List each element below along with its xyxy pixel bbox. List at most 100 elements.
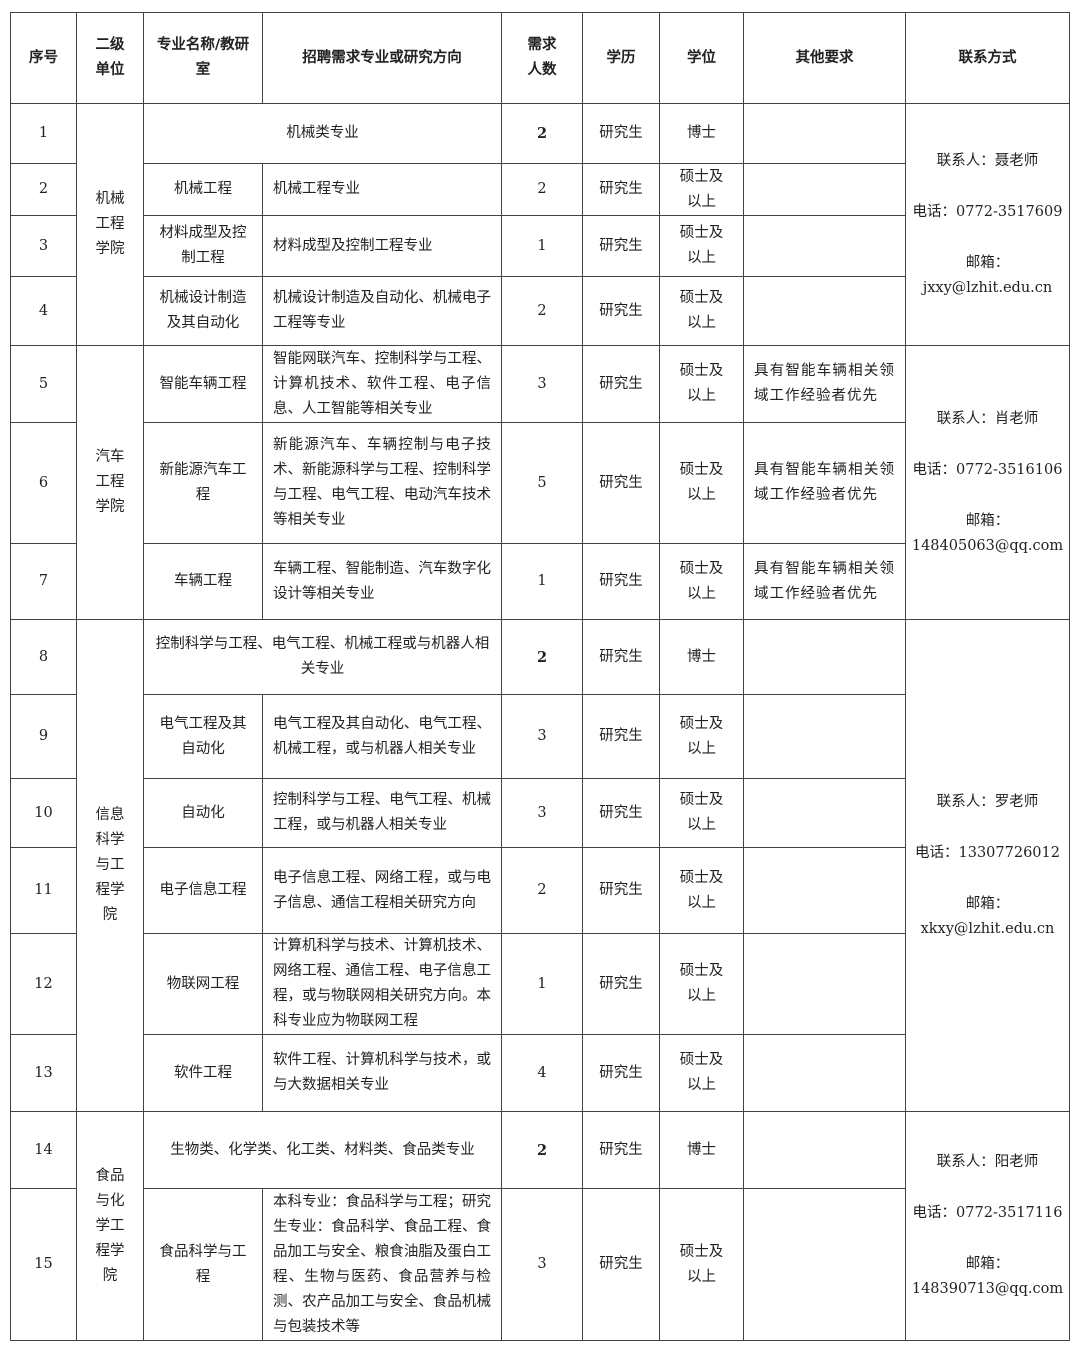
header-contact: 联系方式	[905, 12, 1070, 104]
table-row: 1 机械工程学院 机械类专业 2 研究生 博士 联系人：聂老师 电话：0772-3517609…	[10, 103, 1070, 346]
headcount: 2	[501, 163, 583, 216]
contact-email-label: 邮箱：	[965, 512, 1010, 529]
contact-email: xkxy@lzhit.edu.cn	[920, 920, 1055, 937]
contact-info: 联系人：肖老师 电话：0772-3516106 邮箱： 148405063@qq.co…	[905, 345, 1070, 620]
contact-email: 148390713@qq.com	[911, 1281, 1064, 1297]
major-name: 软件工程	[143, 1034, 263, 1112]
row-number: 12	[10, 933, 77, 1035]
contact-email-label: 邮箱：	[965, 1256, 1010, 1272]
headcount: 2	[501, 619, 583, 695]
direction-cell: 机械工程专业	[262, 163, 502, 216]
other-requirements	[743, 619, 906, 695]
other-requirements: 具有智能车辆相关领域工作经验者优先	[743, 543, 906, 620]
education: 研究生	[582, 1188, 660, 1341]
unit-name: 食品与化学工程学院	[76, 1111, 144, 1341]
headcount: 3	[501, 1188, 583, 1341]
contact-email: 148405063@qq.com	[911, 537, 1064, 554]
education: 研究生	[582, 163, 660, 216]
degree: 硕士及以上	[659, 847, 744, 934]
headcount: 2	[501, 103, 583, 164]
education: 研究生	[582, 543, 660, 620]
header-count: 需求人数	[501, 12, 583, 104]
degree: 硕士及以上	[659, 215, 744, 277]
major-name: 食品科学与工程	[143, 1188, 263, 1341]
header-education: 学历	[582, 12, 660, 104]
other-requirements	[743, 103, 906, 164]
headcount: 4	[501, 1034, 583, 1112]
education: 研究生	[582, 1111, 660, 1189]
degree: 硕士及以上	[659, 345, 744, 423]
table-row: 11 电子信息工程 电子信息工程、网络工程，或与电子信息、通信工程相关研究方向 2 研究…	[10, 847, 1070, 934]
recruitment-table: 序号 二级单位 专业名称/教研室 招聘需求专业或研究方向 需求人数 学历 学位 …	[10, 12, 1070, 1341]
row-number: 6	[10, 422, 77, 544]
direction-cell: 控制科学与工程、电气工程、机械工程，或与机器人相关专业	[262, 778, 502, 848]
table-row: 13 软件工程 软件工程、计算机科学与技术，或与大数据相关专业 4 研究生 硕士及以上	[10, 1034, 1070, 1112]
direction-cell: 智能网联汽车、控制科学与工程、计算机技术、软件工程、电子信息、人工智能等相关专业	[262, 345, 502, 423]
major-name: 新能源汽车工程	[143, 422, 263, 544]
table-row: 15 食品科学与工程 本科专业：食品科学与工程；研究生专业：食品科学、食品工程、食品…	[10, 1188, 1070, 1341]
row-number: 15	[10, 1188, 77, 1341]
education: 研究生	[582, 778, 660, 848]
row-number: 11	[10, 847, 77, 934]
degree: 博士	[659, 619, 744, 695]
contact-email: jxxy@lzhit.edu.cn	[922, 279, 1053, 296]
headcount: 1	[501, 933, 583, 1035]
row-number: 10	[10, 778, 77, 848]
contact-phone: 电话：13307726012	[915, 844, 1060, 861]
table-row: 2 机械工程 机械工程专业 2 研究生 硕士及以上	[10, 163, 1070, 216]
degree: 硕士及以上	[659, 276, 744, 346]
contact-email-label: 邮箱：	[965, 895, 1010, 912]
direction-cell: 新能源汽车、车辆控制与电子技术、新能源科学与工程、控制科学与工程、电气工程、电动…	[262, 422, 502, 544]
contact-info: 联系人：阳老师电话：0772-3517116 邮箱： 148390713@qq.co…	[905, 1111, 1070, 1341]
header-unit: 二级单位	[76, 12, 144, 104]
contact-phone: 电话：0772-3516106	[912, 461, 1063, 478]
headcount: 2	[501, 847, 583, 934]
major-name: 智能车辆工程	[143, 345, 263, 423]
headcount: 1	[501, 543, 583, 620]
row-number: 2	[10, 163, 77, 216]
row-number: 13	[10, 1034, 77, 1112]
other-requirements	[743, 276, 906, 346]
direction-cell: 本科专业：食品科学与工程；研究生专业：食品科学、食品工程、食品加工与安全、粮食油…	[262, 1188, 502, 1341]
education: 研究生	[582, 619, 660, 695]
headcount: 3	[501, 694, 583, 779]
education: 研究生	[582, 847, 660, 934]
direction-cell: 电气工程及其自动化、电气工程、机械工程，或与机器人相关专业	[262, 694, 502, 779]
direction-cell: 控制科学与工程、电气工程、机械工程或与机器人相关专业	[143, 619, 502, 695]
major-name: 材料成型及控制工程	[143, 215, 263, 277]
education: 研究生	[582, 933, 660, 1035]
degree: 硕士及以上	[659, 543, 744, 620]
row-number: 9	[10, 694, 77, 779]
header-direction: 招聘需求专业或研究方向	[262, 12, 502, 104]
contact-person: 联系人：阳老师	[936, 1154, 1039, 1170]
row-number: 4	[10, 276, 77, 346]
education: 研究生	[582, 1034, 660, 1112]
headcount: 3	[501, 778, 583, 848]
major-name: 电子信息工程	[143, 847, 263, 934]
row-number: 5	[10, 345, 77, 423]
direction-cell: 机械类专业	[143, 103, 502, 164]
other-requirements	[743, 933, 906, 1035]
education: 研究生	[582, 345, 660, 423]
unit-name: 机械工程学院	[76, 103, 144, 346]
contact-person: 联系人：罗老师	[936, 793, 1039, 810]
direction-cell: 计算机科学与技术、计算机技术、网络工程、通信工程、电子信息工程，或与物联网相关研…	[262, 933, 502, 1035]
other-requirements	[743, 1034, 906, 1112]
degree: 硕士及以上	[659, 1034, 744, 1112]
major-name: 机械设计制造及其自动化	[143, 276, 263, 346]
other-requirements	[743, 1111, 906, 1189]
row-number: 3	[10, 215, 77, 277]
contact-info: 联系人：聂老师 电话：0772-3517609 邮箱： jxxy@lzhit.edu.…	[905, 103, 1070, 346]
degree: 硕士及以上	[659, 422, 744, 544]
major-name: 物联网工程	[143, 933, 263, 1035]
contact-phone: 电话：0772-3517116	[912, 1205, 1063, 1221]
degree: 硕士及以上	[659, 694, 744, 779]
row-number: 8	[10, 619, 77, 695]
other-requirements: 具有智能车辆相关领域工作经验者优先	[743, 345, 906, 423]
headcount: 1	[501, 215, 583, 277]
education: 研究生	[582, 694, 660, 779]
contact-phone: 电话：0772-3517609	[912, 203, 1063, 220]
other-requirements: 具有智能车辆相关领域工作经验者优先	[743, 422, 906, 544]
table-row: 6 新能源汽车工程 新能源汽车、车辆控制与电子技术、新能源科学与工程、控制科学与工程…	[10, 422, 1070, 544]
row-number: 14	[10, 1111, 77, 1189]
